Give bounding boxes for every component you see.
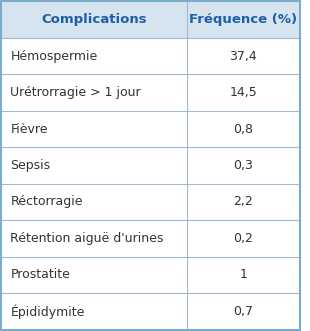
- Text: 0,2: 0,2: [233, 232, 253, 245]
- Text: 0,7: 0,7: [233, 305, 253, 318]
- Text: Rétention aiguë d'urines: Rétention aiguë d'urines: [10, 232, 164, 245]
- Text: Épididymite: Épididymite: [10, 304, 85, 319]
- Text: Fièvre: Fièvre: [10, 122, 48, 135]
- Text: Complications: Complications: [41, 13, 147, 26]
- Text: Fréquence (%): Fréquence (%): [189, 13, 298, 26]
- Text: Urétrorragie > 1 jour: Urétrorragie > 1 jour: [10, 86, 141, 99]
- Text: Prostatite: Prostatite: [10, 268, 70, 281]
- Text: 0,3: 0,3: [233, 159, 253, 172]
- Text: Hémospermie: Hémospermie: [10, 50, 98, 63]
- Text: 0,8: 0,8: [233, 122, 253, 135]
- Text: 37,4: 37,4: [229, 50, 257, 63]
- Text: 14,5: 14,5: [229, 86, 257, 99]
- Text: Sepsis: Sepsis: [10, 159, 51, 172]
- Text: 2,2: 2,2: [233, 196, 253, 209]
- Text: Réctorragie: Réctorragie: [10, 196, 83, 209]
- Bar: [1, 1, 300, 38]
- Text: 1: 1: [240, 268, 247, 281]
